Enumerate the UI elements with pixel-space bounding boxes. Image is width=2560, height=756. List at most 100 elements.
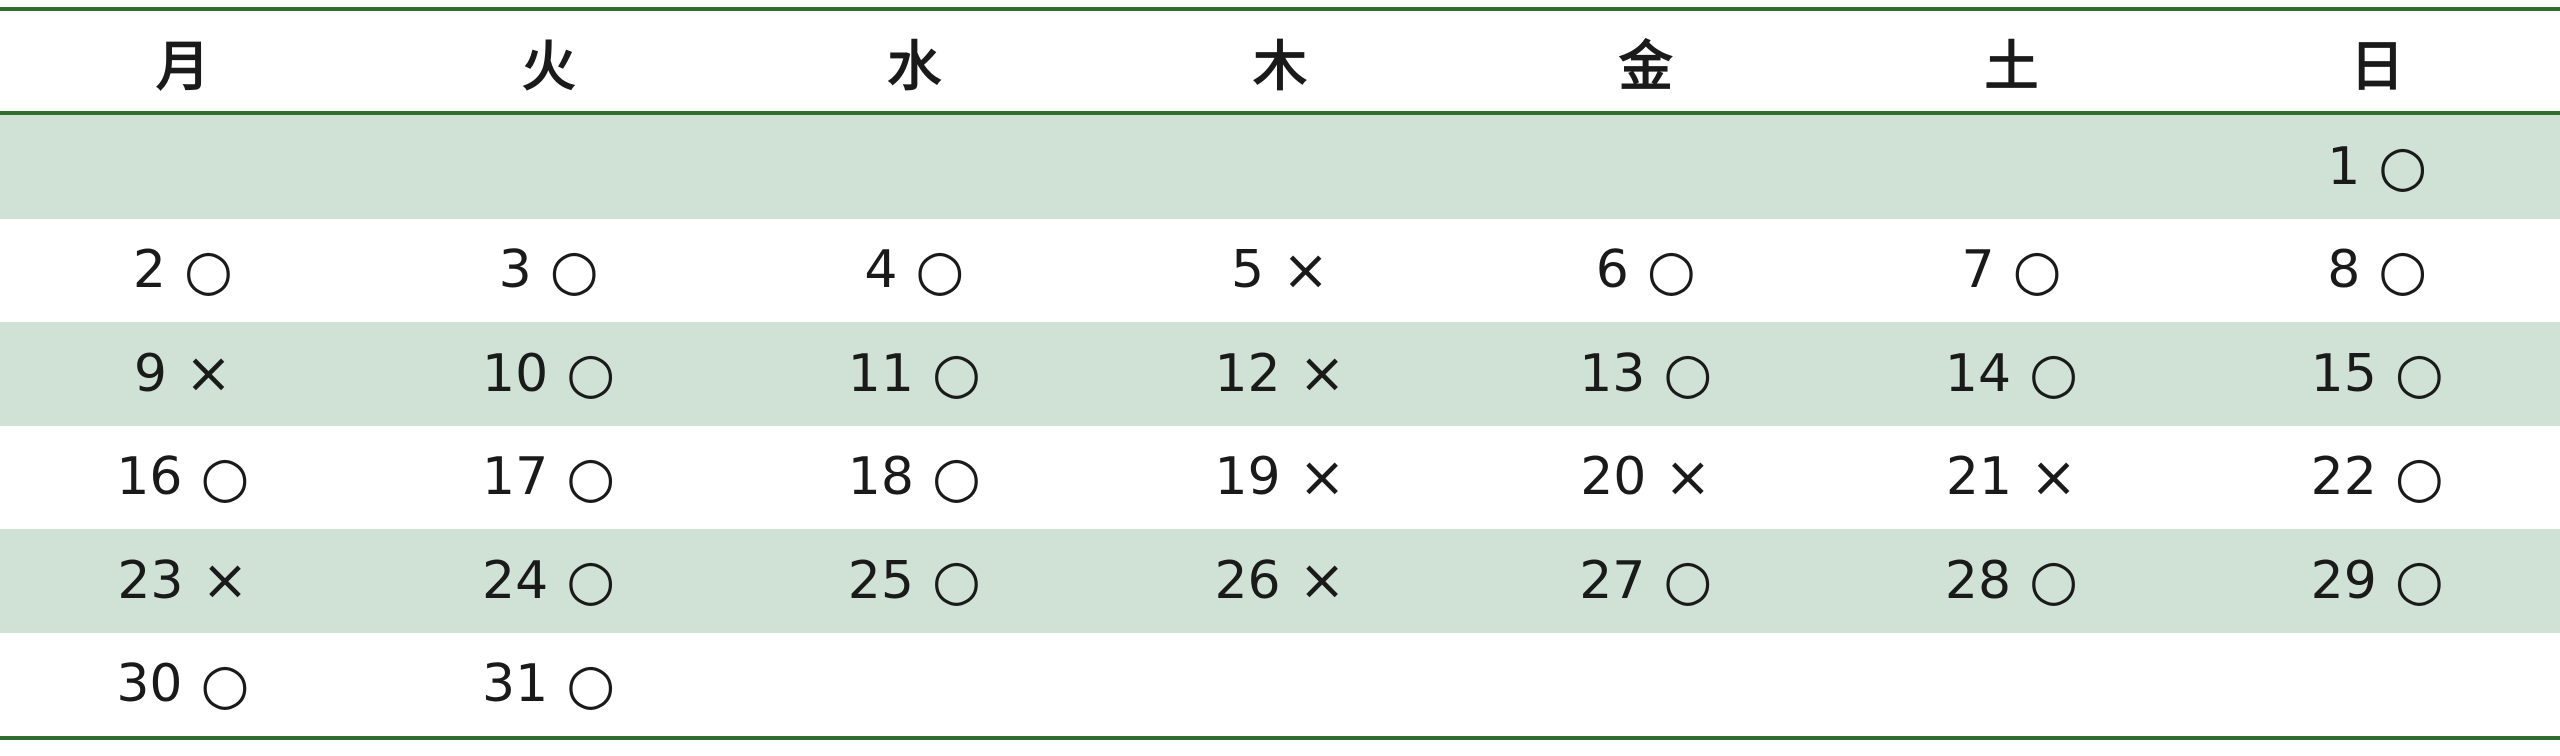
day-number: 21 — [1945, 447, 2013, 508]
available-mark-icon: ○ — [2378, 237, 2428, 303]
available-mark-icon: ○ — [183, 237, 233, 303]
day-cell — [1829, 115, 2195, 219]
day-number: 9 — [133, 343, 167, 404]
day-number: 13 — [1579, 343, 1646, 404]
day-number: 25 — [847, 550, 914, 611]
available-mark-icon: ○ — [1663, 341, 1713, 407]
day-cell: 20 × — [1463, 426, 1829, 530]
day-cell: 10 ○ — [366, 322, 732, 426]
day-cell: 15 ○ — [2194, 322, 2560, 426]
calendar-body: 1 ○ 2 ○ 3 ○ 4 ○ 5 × 6 ○ 7 ○ 8 ○ 9 × 10 ○ 11 ○ 12 × 13 ○ 14 ○ 15 ○ 16 ○ 1… — [0, 115, 2560, 736]
day-cell: 2 ○ — [0, 219, 366, 323]
week-row: 9 × 10 ○ 11 ○ 12 × 13 ○ 14 ○ 15 ○ — [0, 322, 2560, 426]
day-number: 7 — [1961, 240, 1995, 301]
weekday-header: 金 — [1618, 34, 1673, 98]
day-cell: 11 ○ — [731, 322, 1097, 426]
weekday-header: 木 — [1253, 34, 1308, 98]
day-cell: 8 ○ — [2194, 219, 2560, 323]
available-mark-icon: ○ — [931, 444, 981, 510]
day-number: 20 — [1580, 447, 1647, 508]
day-number: 19 — [1214, 447, 1281, 508]
day-number: 16 — [116, 447, 183, 508]
weekday-header: 水 — [887, 34, 942, 98]
available-mark-icon: ○ — [200, 444, 250, 510]
day-cell: 30 ○ — [0, 633, 366, 737]
day-cell: 7 ○ — [1829, 219, 2195, 323]
unavailable-mark-icon: × — [1298, 548, 1346, 614]
available-mark-icon: ○ — [2394, 548, 2444, 614]
day-number: 24 — [482, 550, 549, 611]
available-mark-icon: ○ — [915, 237, 965, 303]
day-cell: 6 ○ — [1463, 219, 1829, 323]
day-number: 30 — [116, 654, 183, 715]
day-number: 18 — [847, 447, 914, 508]
day-cell: 4 ○ — [731, 219, 1097, 323]
day-number: 31 — [482, 654, 549, 715]
day-number: 15 — [2310, 343, 2377, 404]
day-number: 26 — [1214, 550, 1281, 611]
day-number: 23 — [117, 550, 184, 611]
day-number: 8 — [2327, 240, 2361, 301]
day-number: 17 — [482, 447, 549, 508]
day-cell — [1097, 633, 1463, 737]
day-cell — [731, 115, 1097, 219]
week-row: 1 ○ — [0, 115, 2560, 219]
day-number: 28 — [1944, 550, 2012, 611]
day-cell — [366, 115, 732, 219]
day-cell: 17 ○ — [366, 426, 732, 530]
week-row: 16 ○ 17 ○ 18 ○ 19 × 20 × 21 × 22 ○ — [0, 426, 2560, 530]
day-cell: 18 ○ — [731, 426, 1097, 530]
weekday-header: 月 — [155, 34, 210, 98]
day-number: 3 — [498, 240, 532, 301]
day-cell — [1829, 633, 2195, 737]
unavailable-mark-icon: × — [201, 548, 249, 614]
unavailable-mark-icon: × — [1298, 444, 1346, 510]
day-cell: 22 ○ — [2194, 426, 2560, 530]
day-number: 27 — [1579, 550, 1646, 611]
available-mark-icon: ○ — [2029, 341, 2078, 407]
weekday-header: 土 — [1984, 34, 2039, 98]
day-number: 14 — [1944, 343, 2012, 404]
day-cell: 25 ○ — [731, 529, 1097, 633]
day-cell: 5 × — [1097, 219, 1463, 323]
day-cell: 16 ○ — [0, 426, 366, 530]
day-cell: 14 ○ — [1829, 322, 2195, 426]
day-number: 22 — [2310, 447, 2377, 508]
unavailable-mark-icon: × — [2030, 444, 2077, 510]
day-cell: 24 ○ — [366, 529, 732, 633]
day-cell: 19 × — [1097, 426, 1463, 530]
day-cell: 9 × — [0, 322, 366, 426]
day-cell: 21 × — [1829, 426, 2195, 530]
week-row: 30 ○ 31 ○ — [0, 633, 2560, 737]
day-number: 11 — [847, 343, 914, 404]
day-cell — [2194, 633, 2560, 737]
day-number: 5 — [1231, 240, 1265, 301]
day-number: 4 — [864, 240, 898, 301]
weekday-header-row: 月火水木金土日 — [0, 11, 2560, 115]
available-mark-icon: ○ — [931, 341, 981, 407]
day-cell: 29 ○ — [2194, 529, 2560, 633]
week-row: 23 × 24 ○ 25 ○ 26 × 27 ○ 28 ○ 29 ○ — [0, 529, 2560, 633]
available-mark-icon: ○ — [1646, 237, 1696, 303]
day-cell: 1 ○ — [2194, 115, 2560, 219]
calendar-table: 月火水木金土日 1 ○ 2 ○ 3 ○ 4 ○ 5 × 6 ○ 7 ○ 8 ○ 9 × 10 ○ 11 ○ 12 × 13 ○ 14… — [0, 7, 2560, 740]
available-mark-icon: ○ — [566, 341, 616, 407]
day-number: 29 — [2310, 550, 2377, 611]
day-cell — [731, 633, 1097, 737]
unavailable-mark-icon: × — [1282, 237, 1330, 303]
available-mark-icon: ○ — [566, 444, 616, 510]
available-mark-icon: ○ — [2394, 341, 2444, 407]
unavailable-mark-icon: × — [1298, 341, 1346, 407]
available-mark-icon: ○ — [200, 651, 250, 717]
available-mark-icon: ○ — [2029, 548, 2078, 614]
available-mark-icon: ○ — [931, 548, 981, 614]
available-mark-icon: ○ — [2012, 237, 2062, 303]
weekday-header: 日 — [2350, 34, 2405, 98]
day-cell: 23 × — [0, 529, 366, 633]
day-cell — [1463, 115, 1829, 219]
day-number: 6 — [1595, 240, 1629, 301]
day-number: 2 — [132, 240, 166, 301]
available-mark-icon: ○ — [1663, 548, 1713, 614]
unavailable-mark-icon: × — [184, 341, 232, 407]
available-mark-icon: ○ — [549, 237, 599, 303]
